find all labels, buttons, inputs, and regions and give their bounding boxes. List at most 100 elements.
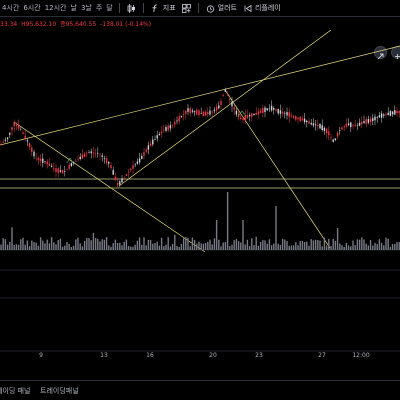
price-candle [59, 165, 62, 174]
volume-bar [110, 246, 112, 250]
price-candle [169, 121, 172, 132]
price-candle [350, 121, 352, 133]
price-candle [268, 104, 271, 113]
price-candle [141, 153, 143, 160]
ohlc-legend: 33.34 H95,632.10 종95,640.55 -138.01 (-0.… [0, 19, 153, 28]
tab-trading-panel[interactable]: 트레이딩패널 [40, 387, 79, 395]
volume-bar [116, 243, 119, 250]
timeframe-month[interactable]: 달 [106, 4, 113, 12]
chart-add-button[interactable] [391, 46, 400, 59]
volume-bar [145, 245, 147, 250]
timeframe-week[interactable]: 주 [95, 4, 103, 12]
volume-bar [363, 239, 365, 250]
volume-bar [2, 238, 4, 250]
price-candle [244, 109, 246, 125]
volume-bar [279, 244, 282, 250]
price-candle [83, 151, 86, 157]
volume-bar [334, 240, 337, 250]
indicators-button[interactable]: 지표 [148, 3, 179, 13]
volume-bar [83, 240, 86, 250]
volume-bar [22, 237, 24, 250]
candle-type-button[interactable] [124, 3, 139, 13]
price-candle [209, 106, 211, 117]
price-candle [24, 130, 26, 142]
price-candle [233, 105, 235, 115]
volume-bar [147, 239, 150, 250]
volume-bar [341, 245, 343, 250]
timeframe-6h[interactable]: 6시간 [23, 4, 41, 12]
price-candle [31, 144, 33, 156]
price-candle [345, 118, 348, 129]
price-candle [396, 107, 398, 117]
timeframe-3day[interactable]: 3날 [80, 4, 92, 12]
expand-arrow-icon [377, 53, 384, 60]
grid-layout-icon [181, 3, 191, 13]
volume-bar [138, 237, 141, 250]
price-candle [4, 137, 7, 143]
price-candle [273, 106, 275, 115]
volume-bar [207, 241, 209, 250]
volume-bar [385, 237, 387, 250]
volume-bar [189, 246, 191, 250]
price-candle [127, 168, 130, 178]
time-axis[interactable]: 9 13 16 20 23 27 12:00 [0, 352, 400, 364]
price-candle [226, 91, 229, 96]
trend-line-down-right[interactable] [224, 89, 331, 249]
price-candle [152, 136, 154, 147]
volume-bar [132, 246, 134, 250]
trend-line-down-left[interactable] [13, 121, 206, 253]
price-candle [231, 96, 233, 112]
price-candle [259, 107, 262, 114]
price-candle [253, 113, 255, 116]
volume-bar [284, 239, 286, 250]
price-chart[interactable] [0, 30, 400, 352]
price-candle [48, 157, 51, 166]
price-candle [356, 122, 359, 131]
volume-bar [160, 237, 163, 250]
price-candle [317, 119, 319, 131]
alert-button[interactable]: 얼러트 [203, 3, 240, 13]
volume-bar [321, 246, 323, 250]
chart-expand-button[interactable] [374, 46, 387, 60]
price-candle [193, 110, 196, 117]
trend-line-steep-up[interactable] [118, 30, 350, 187]
timeframe-12h[interactable]: 12시간 [44, 4, 67, 12]
price-candle [57, 167, 59, 178]
volume-bar [44, 243, 46, 250]
volume-bar [387, 238, 389, 250]
close-value: 종95,640.55 [60, 21, 97, 28]
price-candle [108, 161, 110, 168]
price-candle [13, 119, 15, 132]
tab-trading-panel-partial[interactable]: 레이딩 패널 [0, 387, 31, 395]
price-candle [266, 108, 268, 112]
timeframe-4h[interactable]: 4시간 [2, 4, 20, 12]
volume-bar [295, 242, 297, 250]
price-candle [240, 113, 242, 120]
price-candle [281, 107, 284, 117]
volume-bar [330, 246, 332, 250]
volume-bar [6, 244, 9, 250]
volume-bar [224, 242, 227, 250]
volume-bar [185, 237, 187, 250]
price-candle [394, 105, 396, 116]
layout-button[interactable] [179, 3, 194, 13]
volume-bar [68, 244, 70, 250]
timeframe-day[interactable]: 날 [70, 4, 77, 12]
trend-line-long-up[interactable] [0, 45, 400, 146]
volume-bar [220, 246, 222, 250]
price-candle [374, 113, 376, 126]
volume-bar [347, 245, 350, 250]
price-candle [367, 115, 370, 125]
price-candle [17, 119, 20, 132]
volume-bar [88, 238, 90, 250]
volume-bar [262, 240, 264, 250]
volume-bar [240, 242, 242, 250]
toolbar-divider [142, 3, 144, 13]
price-candle [9, 131, 11, 139]
price-candle [279, 104, 282, 119]
time-label: 9 [39, 352, 43, 359]
volume-bar [376, 244, 378, 250]
replay-button[interactable]: 리플레이 [240, 3, 284, 13]
price-candle [380, 111, 383, 123]
replay-icon [244, 4, 252, 12]
